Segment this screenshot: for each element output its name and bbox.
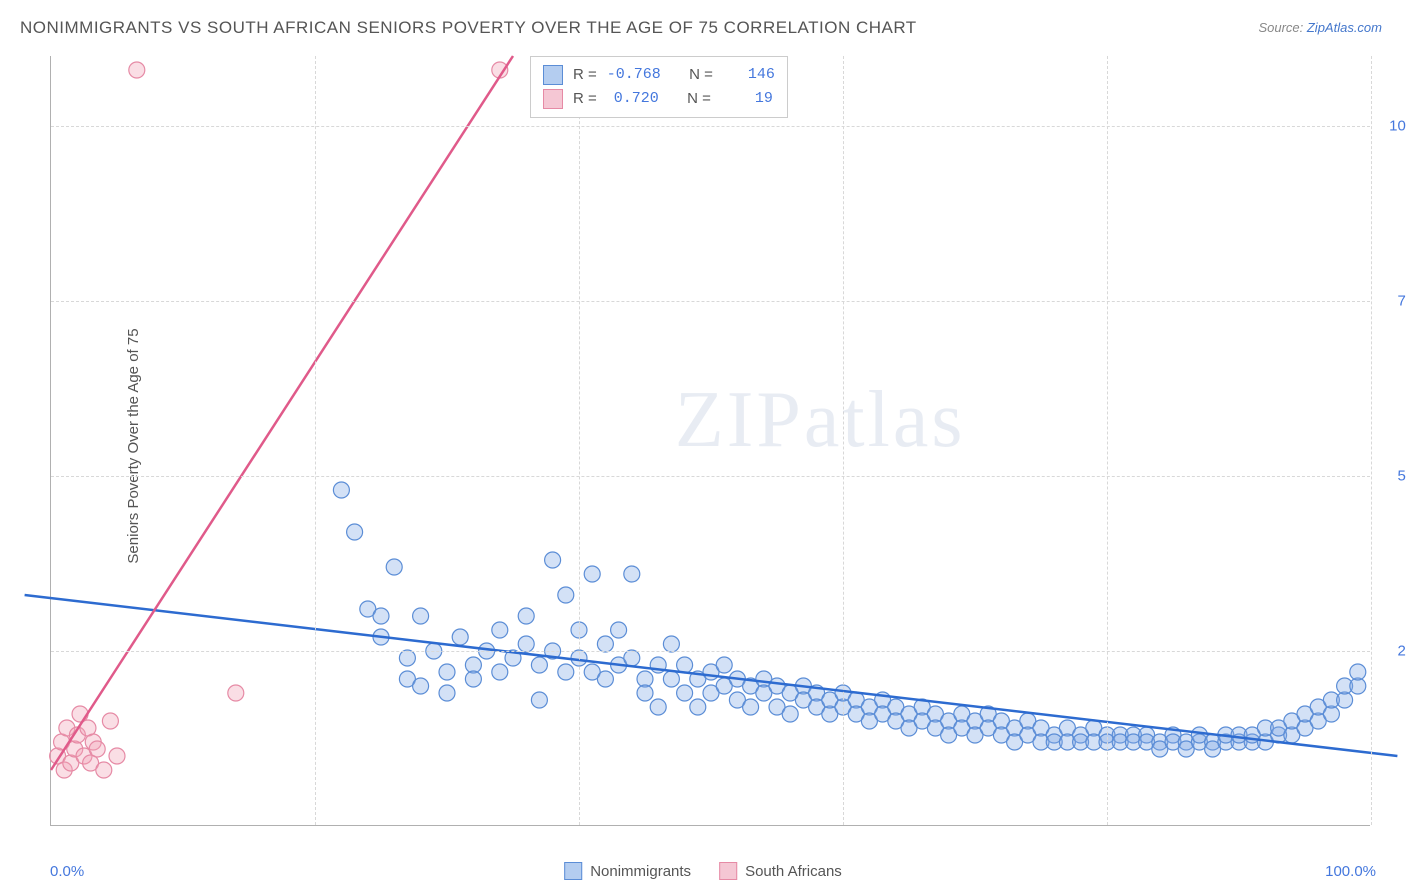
- y-tick-label: 25.0%: [1380, 643, 1406, 660]
- x-axis-min-label: 0.0%: [50, 863, 84, 880]
- data-point: [492, 664, 508, 680]
- data-point: [782, 706, 798, 722]
- stat-n-value: 146: [723, 63, 775, 87]
- data-point: [624, 566, 640, 582]
- legend-label: South Africans: [745, 863, 842, 880]
- gridline-h: [51, 476, 1370, 477]
- data-point: [545, 552, 561, 568]
- stat-n-value: 19: [721, 87, 773, 111]
- data-point: [677, 685, 693, 701]
- data-point: [531, 692, 547, 708]
- legend-item: South Africans: [719, 862, 842, 880]
- data-point: [531, 657, 547, 673]
- data-point: [690, 699, 706, 715]
- data-point: [333, 482, 349, 498]
- data-point: [109, 748, 125, 764]
- source-prefix: Source:: [1258, 20, 1306, 35]
- data-point: [637, 685, 653, 701]
- gridline-h: [51, 651, 1370, 652]
- gridline-v: [1371, 56, 1372, 825]
- gridline-v: [1107, 56, 1108, 825]
- data-point: [452, 629, 468, 645]
- series-swatch: [543, 65, 563, 85]
- gridline-h: [51, 301, 1370, 302]
- data-point: [439, 685, 455, 701]
- chart-title: NONIMMIGRANTS VS SOUTH AFRICAN SENIORS P…: [20, 18, 917, 38]
- chart-svg: [51, 56, 1370, 825]
- legend-swatch: [564, 862, 582, 880]
- correlation-stats-box: R =-0.768 N =146R = 0.720 N = 19: [530, 56, 788, 118]
- stats-row: R = -0.768 N = 146: [543, 63, 775, 87]
- data-point: [611, 622, 627, 638]
- data-point: [102, 713, 118, 729]
- gridline-v: [579, 56, 580, 825]
- stat-n-label: N =: [689, 63, 713, 87]
- data-point: [465, 671, 481, 687]
- data-point: [716, 657, 732, 673]
- plot-area: 25.0%50.0%75.0%100.0%: [50, 56, 1370, 826]
- data-point: [1350, 664, 1366, 680]
- y-tick-label: 100.0%: [1380, 118, 1406, 135]
- stat-r-value: 0.720: [607, 87, 659, 111]
- data-point: [597, 636, 613, 652]
- y-tick-label: 50.0%: [1380, 468, 1406, 485]
- data-point: [89, 741, 105, 757]
- chart-container: NONIMMIGRANTS VS SOUTH AFRICAN SENIORS P…: [0, 0, 1406, 892]
- gridline-v: [315, 56, 316, 825]
- legend-item: Nonimmigrants: [564, 862, 691, 880]
- stat-n-label: N =: [687, 87, 711, 111]
- data-point: [413, 608, 429, 624]
- gridline-h: [51, 126, 1370, 127]
- x-axis-max-label: 100.0%: [1325, 863, 1376, 880]
- legend: Nonimmigrants South Africans: [564, 862, 842, 880]
- data-point: [72, 706, 88, 722]
- data-point: [413, 678, 429, 694]
- data-point: [129, 62, 145, 78]
- data-point: [373, 608, 389, 624]
- data-point: [743, 699, 759, 715]
- data-point: [492, 622, 508, 638]
- data-point: [347, 524, 363, 540]
- stat-r-value: -0.768: [607, 63, 661, 87]
- data-point: [624, 650, 640, 666]
- data-point: [386, 559, 402, 575]
- data-point: [663, 671, 679, 687]
- data-point: [518, 608, 534, 624]
- stats-row: R = 0.720 N = 19: [543, 87, 775, 111]
- data-point: [439, 664, 455, 680]
- data-point: [558, 664, 574, 680]
- data-point: [663, 636, 679, 652]
- source-link[interactable]: ZipAtlas.com: [1307, 20, 1382, 35]
- legend-label: Nonimmigrants: [590, 863, 691, 880]
- stat-r-label: R =: [573, 63, 597, 87]
- source-attribution: Source: ZipAtlas.com: [1258, 20, 1382, 35]
- gridline-v: [843, 56, 844, 825]
- regression-line: [25, 595, 1398, 756]
- data-point: [597, 671, 613, 687]
- stat-r-label: R =: [573, 87, 597, 111]
- data-point: [558, 587, 574, 603]
- data-point: [399, 650, 415, 666]
- y-tick-label: 75.0%: [1380, 293, 1406, 310]
- data-point: [584, 566, 600, 582]
- data-point: [96, 762, 112, 778]
- data-point: [228, 685, 244, 701]
- series-swatch: [543, 89, 563, 109]
- data-point: [650, 699, 666, 715]
- data-point: [518, 636, 534, 652]
- regression-line: [51, 56, 513, 770]
- legend-swatch: [719, 862, 737, 880]
